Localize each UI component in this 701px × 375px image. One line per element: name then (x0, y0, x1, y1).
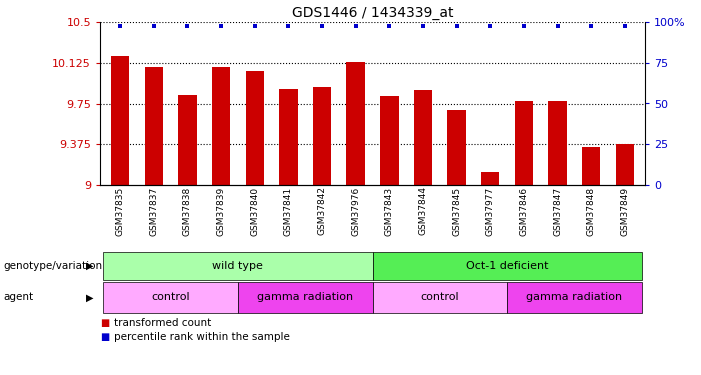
Bar (212, 66, 231, 185)
Bar (346, 62, 365, 185)
Text: ▶: ▶ (86, 261, 93, 271)
Bar (279, 89, 298, 185)
Text: ▶: ▶ (86, 292, 93, 303)
Bar (481, 172, 500, 185)
Bar (111, 56, 130, 185)
Bar (447, 110, 466, 185)
Text: transformed count: transformed count (114, 318, 211, 328)
Text: genotype/variation: genotype/variation (4, 261, 102, 271)
Title: GDS1446 / 1434339_at: GDS1446 / 1434339_at (292, 6, 454, 20)
Bar (178, 95, 197, 185)
Bar (245, 71, 264, 185)
Text: gamma radiation: gamma radiation (526, 292, 622, 303)
Bar (582, 147, 601, 185)
Text: wild type: wild type (212, 261, 264, 271)
Bar (313, 87, 332, 185)
Text: control: control (151, 292, 190, 303)
Bar (380, 96, 399, 185)
Text: ■: ■ (100, 332, 109, 342)
Bar (414, 90, 433, 185)
Bar (515, 101, 533, 185)
Bar (615, 144, 634, 185)
Text: gamma radiation: gamma radiation (257, 292, 353, 303)
Bar (144, 66, 163, 185)
Text: percentile rank within the sample: percentile rank within the sample (114, 332, 290, 342)
Text: Oct-1 deficient: Oct-1 deficient (466, 261, 548, 271)
Bar (548, 101, 567, 185)
Text: control: control (421, 292, 459, 303)
Text: agent: agent (4, 292, 34, 303)
Text: ■: ■ (100, 318, 109, 328)
